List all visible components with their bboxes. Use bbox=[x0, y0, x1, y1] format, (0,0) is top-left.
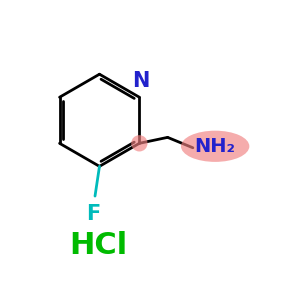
Text: HCl: HCl bbox=[70, 231, 128, 260]
Ellipse shape bbox=[181, 131, 249, 162]
Ellipse shape bbox=[131, 135, 148, 152]
Text: NH₂: NH₂ bbox=[195, 137, 236, 156]
Text: N: N bbox=[132, 71, 149, 91]
Text: F: F bbox=[86, 204, 101, 224]
